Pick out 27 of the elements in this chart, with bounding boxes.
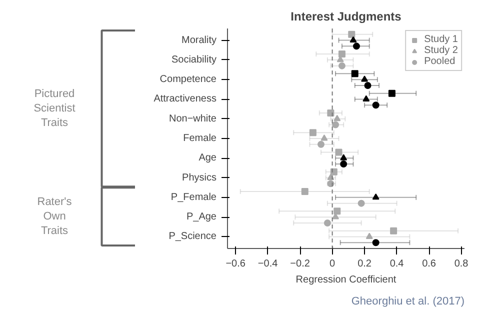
y-tick-label: Female: [183, 133, 217, 144]
x-tick-label: −0.4: [258, 258, 278, 270]
y-tick-label: Non−white: [168, 113, 217, 124]
legend-label: Study 2: [424, 45, 458, 56]
x-axis-title: Regression Coefficient: [296, 274, 396, 286]
y-tick-label: P_Science: [168, 231, 217, 242]
text: Rater's Own Traits: [37, 196, 72, 237]
text: Gheorghiu et al. (2017): [351, 296, 465, 308]
x-tick-label: 0: [330, 258, 336, 270]
x-tick-label: 0.2: [358, 258, 372, 270]
y-tick-label: Physics: [182, 172, 216, 184]
y-tick-label: Morality: [181, 34, 217, 46]
x-tick-label: −0.2: [290, 258, 310, 270]
legend-label: Pooled: [424, 56, 456, 67]
y-tick-label: Competence: [160, 74, 217, 86]
y-tick-label: Attractiveness: [154, 94, 217, 105]
x-tick-label: 0.6: [422, 258, 436, 270]
y-tick-label: P_Age: [186, 212, 217, 223]
x-tick-label: 0.4: [390, 258, 404, 270]
y-tick-label: Sociability: [171, 54, 217, 66]
y-tick-label: Age: [198, 152, 217, 164]
text: Pictured Scientist Traits: [34, 88, 76, 129]
y-tick-label: P_Female: [170, 192, 217, 203]
x-tick-label: −0.6: [226, 258, 246, 270]
x-tick-label: 0.8: [454, 258, 469, 270]
chart-title: Interest Judgments: [290, 10, 402, 24]
legend-label: Study 1: [424, 34, 458, 45]
